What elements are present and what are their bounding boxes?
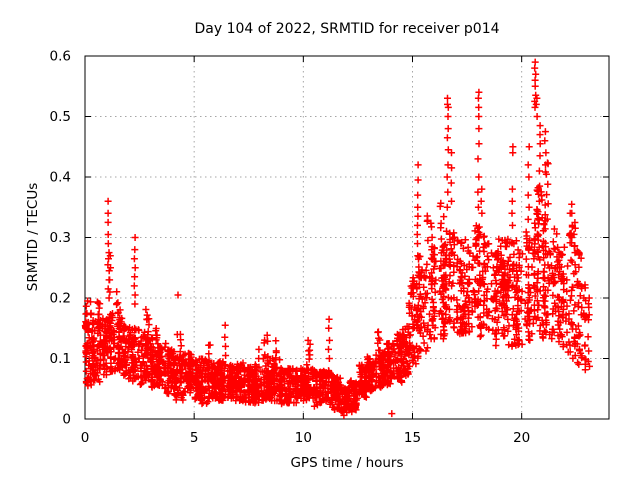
x-tick-label: 15 xyxy=(404,430,421,446)
x-tick-label: 0 xyxy=(81,430,90,446)
x-tick-label: 10 xyxy=(295,430,312,446)
y-tick-label: 0.4 xyxy=(50,170,71,186)
y-tick-label: 0.2 xyxy=(50,291,71,307)
y-tick-label: 0 xyxy=(62,412,71,428)
scatter-points xyxy=(81,58,593,419)
y-tick-label: 0.6 xyxy=(50,49,71,65)
x-tick-label: 5 xyxy=(190,430,199,446)
y-tick-label: 0.3 xyxy=(50,230,71,246)
y-tick-label: 0.1 xyxy=(50,351,71,367)
chart-title: Day 104 of 2022, SRMTID for receiver p01… xyxy=(194,21,500,37)
x-axis-title: GPS time / hours xyxy=(290,455,404,471)
y-tick-label: 0.5 xyxy=(50,109,71,125)
x-tick-label: 20 xyxy=(513,430,530,446)
